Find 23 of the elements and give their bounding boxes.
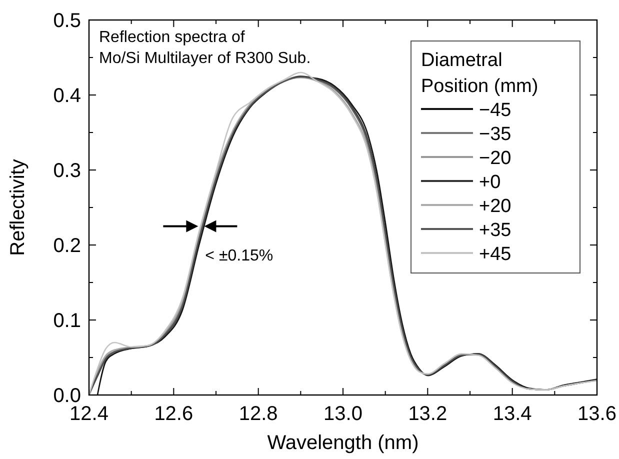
y-tick-label: 0.5: [53, 10, 81, 32]
x-tick-label: 13.0: [324, 403, 362, 425]
legend-label: +45: [479, 244, 512, 265]
legend-label: −45: [479, 100, 512, 121]
y-tick-label: 0.3: [53, 160, 81, 182]
legend-label: +20: [479, 196, 512, 217]
y-axis-title: Reflectivity: [7, 159, 29, 256]
x-tick-label: 13.4: [492, 403, 532, 425]
legend-label: +35: [479, 220, 512, 241]
legend-label: −35: [479, 124, 512, 145]
annotation: < ±0.15%: [205, 247, 274, 264]
y-tick-label: 0.2: [53, 235, 81, 257]
x-tick-label: 13.2: [408, 403, 448, 425]
annotation: Reflection spectra of Mo/Si Multilayer of R300 Sub.: [99, 29, 311, 67]
x-tick-label: 12.6: [154, 403, 194, 425]
legend-label: +0: [479, 172, 501, 193]
x-axis-title: Wavelength (nm): [267, 432, 419, 454]
y-tick-label: 0.1: [53, 310, 81, 332]
y-tick-label: 0.4: [53, 85, 81, 107]
x-tick-label: 13.6: [578, 403, 616, 425]
legend-label: −20: [479, 148, 512, 169]
legend-title: Diametral Position (mm): [421, 50, 538, 97]
x-tick-label: 12.8: [238, 403, 278, 425]
